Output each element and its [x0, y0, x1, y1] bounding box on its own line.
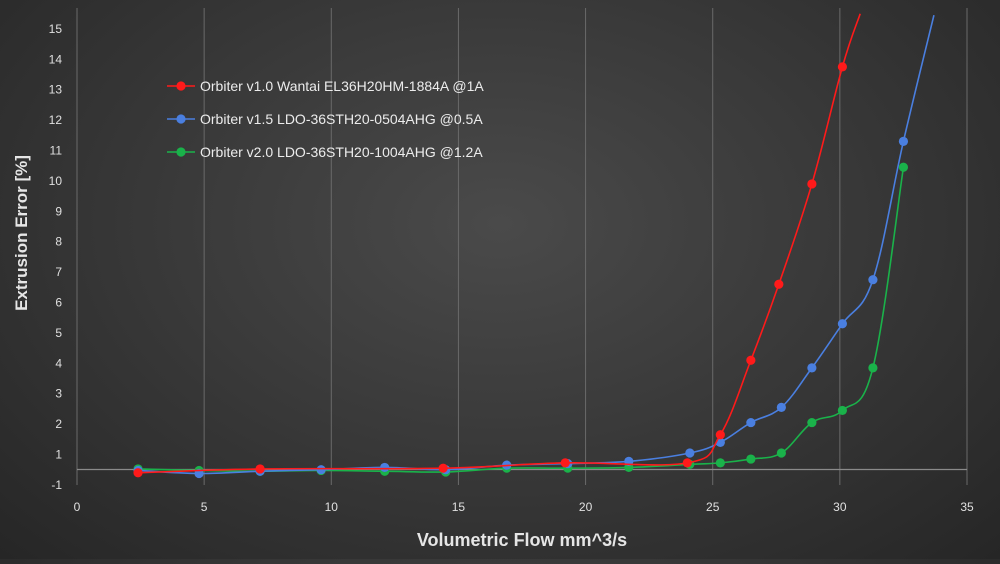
legend-label: Orbiter v1.0 Wantai EL36H20HM-1884A @1A [200, 78, 484, 94]
y-tick-label: 3 [55, 387, 62, 401]
series-line [138, 167, 905, 473]
data-point [807, 363, 817, 373]
series-2 [133, 15, 935, 479]
data-point [685, 448, 695, 458]
data-point [682, 458, 692, 468]
data-point [746, 454, 756, 464]
data-point [438, 463, 448, 473]
y-tick-label: 8 [55, 235, 62, 249]
data-point [807, 179, 817, 189]
data-point [837, 405, 848, 416]
y-tick-label: 9 [55, 204, 62, 218]
y-tick-label: 7 [55, 265, 62, 279]
grid [76, 8, 968, 485]
y-tick-label: 2 [55, 417, 62, 431]
data-point [255, 464, 265, 474]
y-tick-label: 5 [55, 326, 62, 340]
legend-item-2: Orbiter v1.5 LDO-36STH20-0504AHG @0.5A [167, 111, 483, 127]
x-tick-label: 0 [74, 500, 81, 514]
legend-label: Orbiter v2.0 LDO-36STH20-1004AHG @1.2A [200, 144, 483, 160]
x-tick-label: 20 [579, 500, 593, 514]
x-tick-label: 25 [706, 500, 720, 514]
data-point [715, 458, 725, 468]
data-point [837, 62, 848, 72]
data-point [776, 448, 786, 458]
data-point [868, 363, 878, 373]
data-point [774, 279, 784, 289]
y-tick-label: 11 [50, 144, 63, 158]
data-point [868, 275, 878, 285]
y-tick-label: 13 [49, 83, 63, 97]
data-point [776, 402, 786, 412]
legend: Orbiter v1.0 Wantai EL36H20HM-1884A @1A O… [167, 78, 484, 160]
x-tick-label: 35 [960, 500, 974, 514]
legend-label: Orbiter v1.5 LDO-36STH20-0504AHG @0.5A [200, 111, 483, 127]
data-point [380, 462, 390, 473]
legend-marker [176, 81, 186, 91]
data-point [560, 458, 570, 468]
data-point [807, 417, 817, 428]
y-tick-label: 15 [49, 22, 63, 36]
legend-marker [176, 147, 186, 157]
data-point [316, 465, 326, 475]
x-tick-label: 30 [833, 500, 847, 514]
series-3 [133, 162, 909, 477]
legend-marker [176, 114, 186, 124]
legend-item-1: Orbiter v1.0 Wantai EL36H20HM-1884A @1A [167, 78, 484, 94]
y-axis-label: Extrusion Error [%] [12, 155, 31, 311]
data-point [715, 430, 725, 440]
y-tick-label: 14 [49, 52, 63, 66]
y-tick-label: 12 [49, 113, 63, 127]
x-tick-label: 10 [325, 500, 339, 514]
data-point [746, 355, 756, 365]
data-point [837, 319, 848, 329]
data-point [898, 136, 909, 146]
x-tick-label: 15 [452, 500, 466, 514]
x-axis-label: Volumetric Flow mm^3/s [417, 530, 627, 550]
y-tick-label: 4 [55, 356, 62, 370]
data-point [746, 417, 756, 428]
data-point [898, 162, 909, 172]
series-lines [133, 13, 935, 479]
data-point [133, 468, 143, 478]
y-tick-label: 6 [55, 296, 62, 310]
x-tick-label: 5 [201, 500, 208, 514]
series-line [138, 13, 861, 474]
y-tick-label: 1 [55, 448, 62, 462]
series-1 [133, 13, 861, 478]
y-tick-label: 10 [49, 174, 63, 188]
y-tick-label: -1 [51, 478, 62, 492]
legend-item-3: Orbiter v2.0 LDO-36STH20-1004AHG @1.2A [167, 144, 483, 160]
